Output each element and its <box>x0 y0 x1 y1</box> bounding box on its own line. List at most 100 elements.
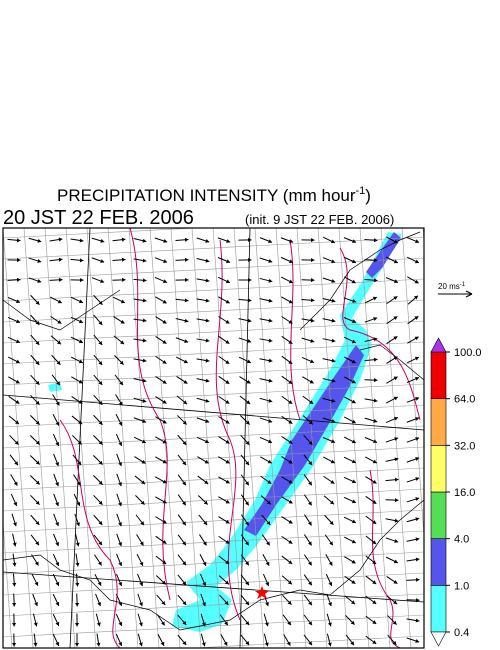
wind-arrow-head <box>351 499 356 504</box>
colorbar-under <box>430 631 447 647</box>
wind-arrow-head <box>201 622 206 627</box>
wind-arrow-head <box>55 581 60 586</box>
colorbar-segment <box>430 445 447 493</box>
wind-arrow-head <box>372 520 377 524</box>
wind-arrow-head <box>202 561 207 566</box>
meridian <box>107 228 139 648</box>
wind-arrow-head <box>58 237 63 242</box>
init-time: (init. 9 JST 22 FEB. 2006) <box>245 212 394 227</box>
wind-arrow-head <box>268 298 273 303</box>
wind-arrow-head <box>373 337 378 342</box>
wind-arrow-head <box>16 319 20 324</box>
wind-arrow-head <box>247 339 252 343</box>
wind-arrow-head <box>15 359 20 364</box>
wind-arrow-head <box>33 642 38 647</box>
wind-scale-head <box>465 290 473 298</box>
wind-arrow-head <box>182 601 187 605</box>
wind-arrow-head <box>205 358 210 363</box>
parallel <box>3 362 424 386</box>
wind-arrow-head <box>138 622 143 627</box>
wind-arrow-head <box>288 299 293 304</box>
wind-arrow-head <box>118 581 123 586</box>
wind-arrow-head <box>415 437 420 441</box>
wind-arrow-head <box>328 561 333 566</box>
meridian <box>3 517 13 648</box>
wind-arrow-head <box>35 360 40 365</box>
wind-arrow-head <box>331 259 336 264</box>
wind-arrow-head <box>162 560 167 565</box>
wind-arrow-head <box>78 299 83 304</box>
wind-arrow-head <box>98 460 103 465</box>
wind-arrow-head <box>393 239 398 244</box>
coastline <box>359 344 424 381</box>
wind-arrow-head <box>415 239 420 244</box>
wind-arrow-head <box>307 521 312 526</box>
colorbar-over <box>430 337 447 353</box>
wind-arrow-head <box>373 357 378 362</box>
wind-arrow-head <box>394 457 399 462</box>
wind-arrow-head <box>246 400 251 405</box>
wind-arrow-head <box>350 620 355 625</box>
wind-arrow-head <box>15 400 20 404</box>
wind-arrow-head <box>245 420 250 425</box>
wind-arrow-head <box>35 380 40 385</box>
wind-arrow-head <box>55 561 60 566</box>
wind-arrow-head <box>308 481 312 486</box>
wind-arrow-head <box>414 259 419 264</box>
wind-arrow-head <box>182 581 187 586</box>
wind-arrow-head <box>308 420 313 425</box>
wind-arrow-head <box>224 580 229 585</box>
wind-arrow-head <box>142 278 147 283</box>
wind-arrow-head <box>245 521 249 526</box>
wind-arrow-head <box>225 419 230 424</box>
wind-arrow-head <box>55 482 60 487</box>
wind-arrow-head <box>309 400 314 404</box>
wind-arrow-head <box>413 295 418 300</box>
wind-arrow-head <box>35 400 40 405</box>
wind-arrow-head <box>34 581 39 586</box>
wind-arrow-head <box>163 259 168 264</box>
wind-arrow-head <box>205 238 210 243</box>
parallel <box>188 635 424 648</box>
wind-arrow-head <box>248 257 252 263</box>
wind-arrow-head <box>372 560 377 564</box>
wind-arrow-head <box>96 622 101 627</box>
wind-arrow-head <box>16 299 20 304</box>
meridian <box>3 228 34 648</box>
wind-arrow-head <box>288 380 293 384</box>
parallel <box>3 551 424 575</box>
wind-arrow-head <box>35 320 40 325</box>
wind-arrow-head <box>55 401 60 406</box>
wind-arrow-head <box>55 542 60 547</box>
wind-arrow-head <box>57 320 62 324</box>
wind-arrow-head <box>205 298 210 303</box>
wind-arrow-head <box>97 581 102 586</box>
wind-arrow-head <box>331 418 336 423</box>
wind-arrow-head <box>97 602 102 607</box>
wind-arrow-head <box>393 376 398 381</box>
wind-arrow-head <box>14 461 18 466</box>
wind-arrow-head <box>330 500 334 505</box>
wind-arrow-head <box>225 499 230 504</box>
wind-arrow-head <box>288 459 293 464</box>
major-line <box>3 394 424 431</box>
wind-arrow-head <box>311 238 315 243</box>
wind-arrow-head <box>98 541 103 546</box>
wind-arrow-head <box>12 562 17 567</box>
wind-arrow-head <box>373 378 378 383</box>
wind-arrow-head <box>184 318 189 323</box>
wind-arrow-head <box>415 557 420 562</box>
meridian <box>212 228 244 648</box>
wind-arrow-head <box>142 419 147 423</box>
wind-arrow-head <box>118 621 123 626</box>
wind-arrow-head <box>100 279 105 284</box>
wind-arrow-head <box>15 420 19 425</box>
wind-arrow-head <box>12 643 17 647</box>
wind-arrow-head <box>264 622 269 627</box>
wind-arrow-head <box>372 296 377 301</box>
wind-arrow-head <box>327 622 332 627</box>
meridian <box>233 228 265 648</box>
wind-arrow-head <box>184 298 189 303</box>
